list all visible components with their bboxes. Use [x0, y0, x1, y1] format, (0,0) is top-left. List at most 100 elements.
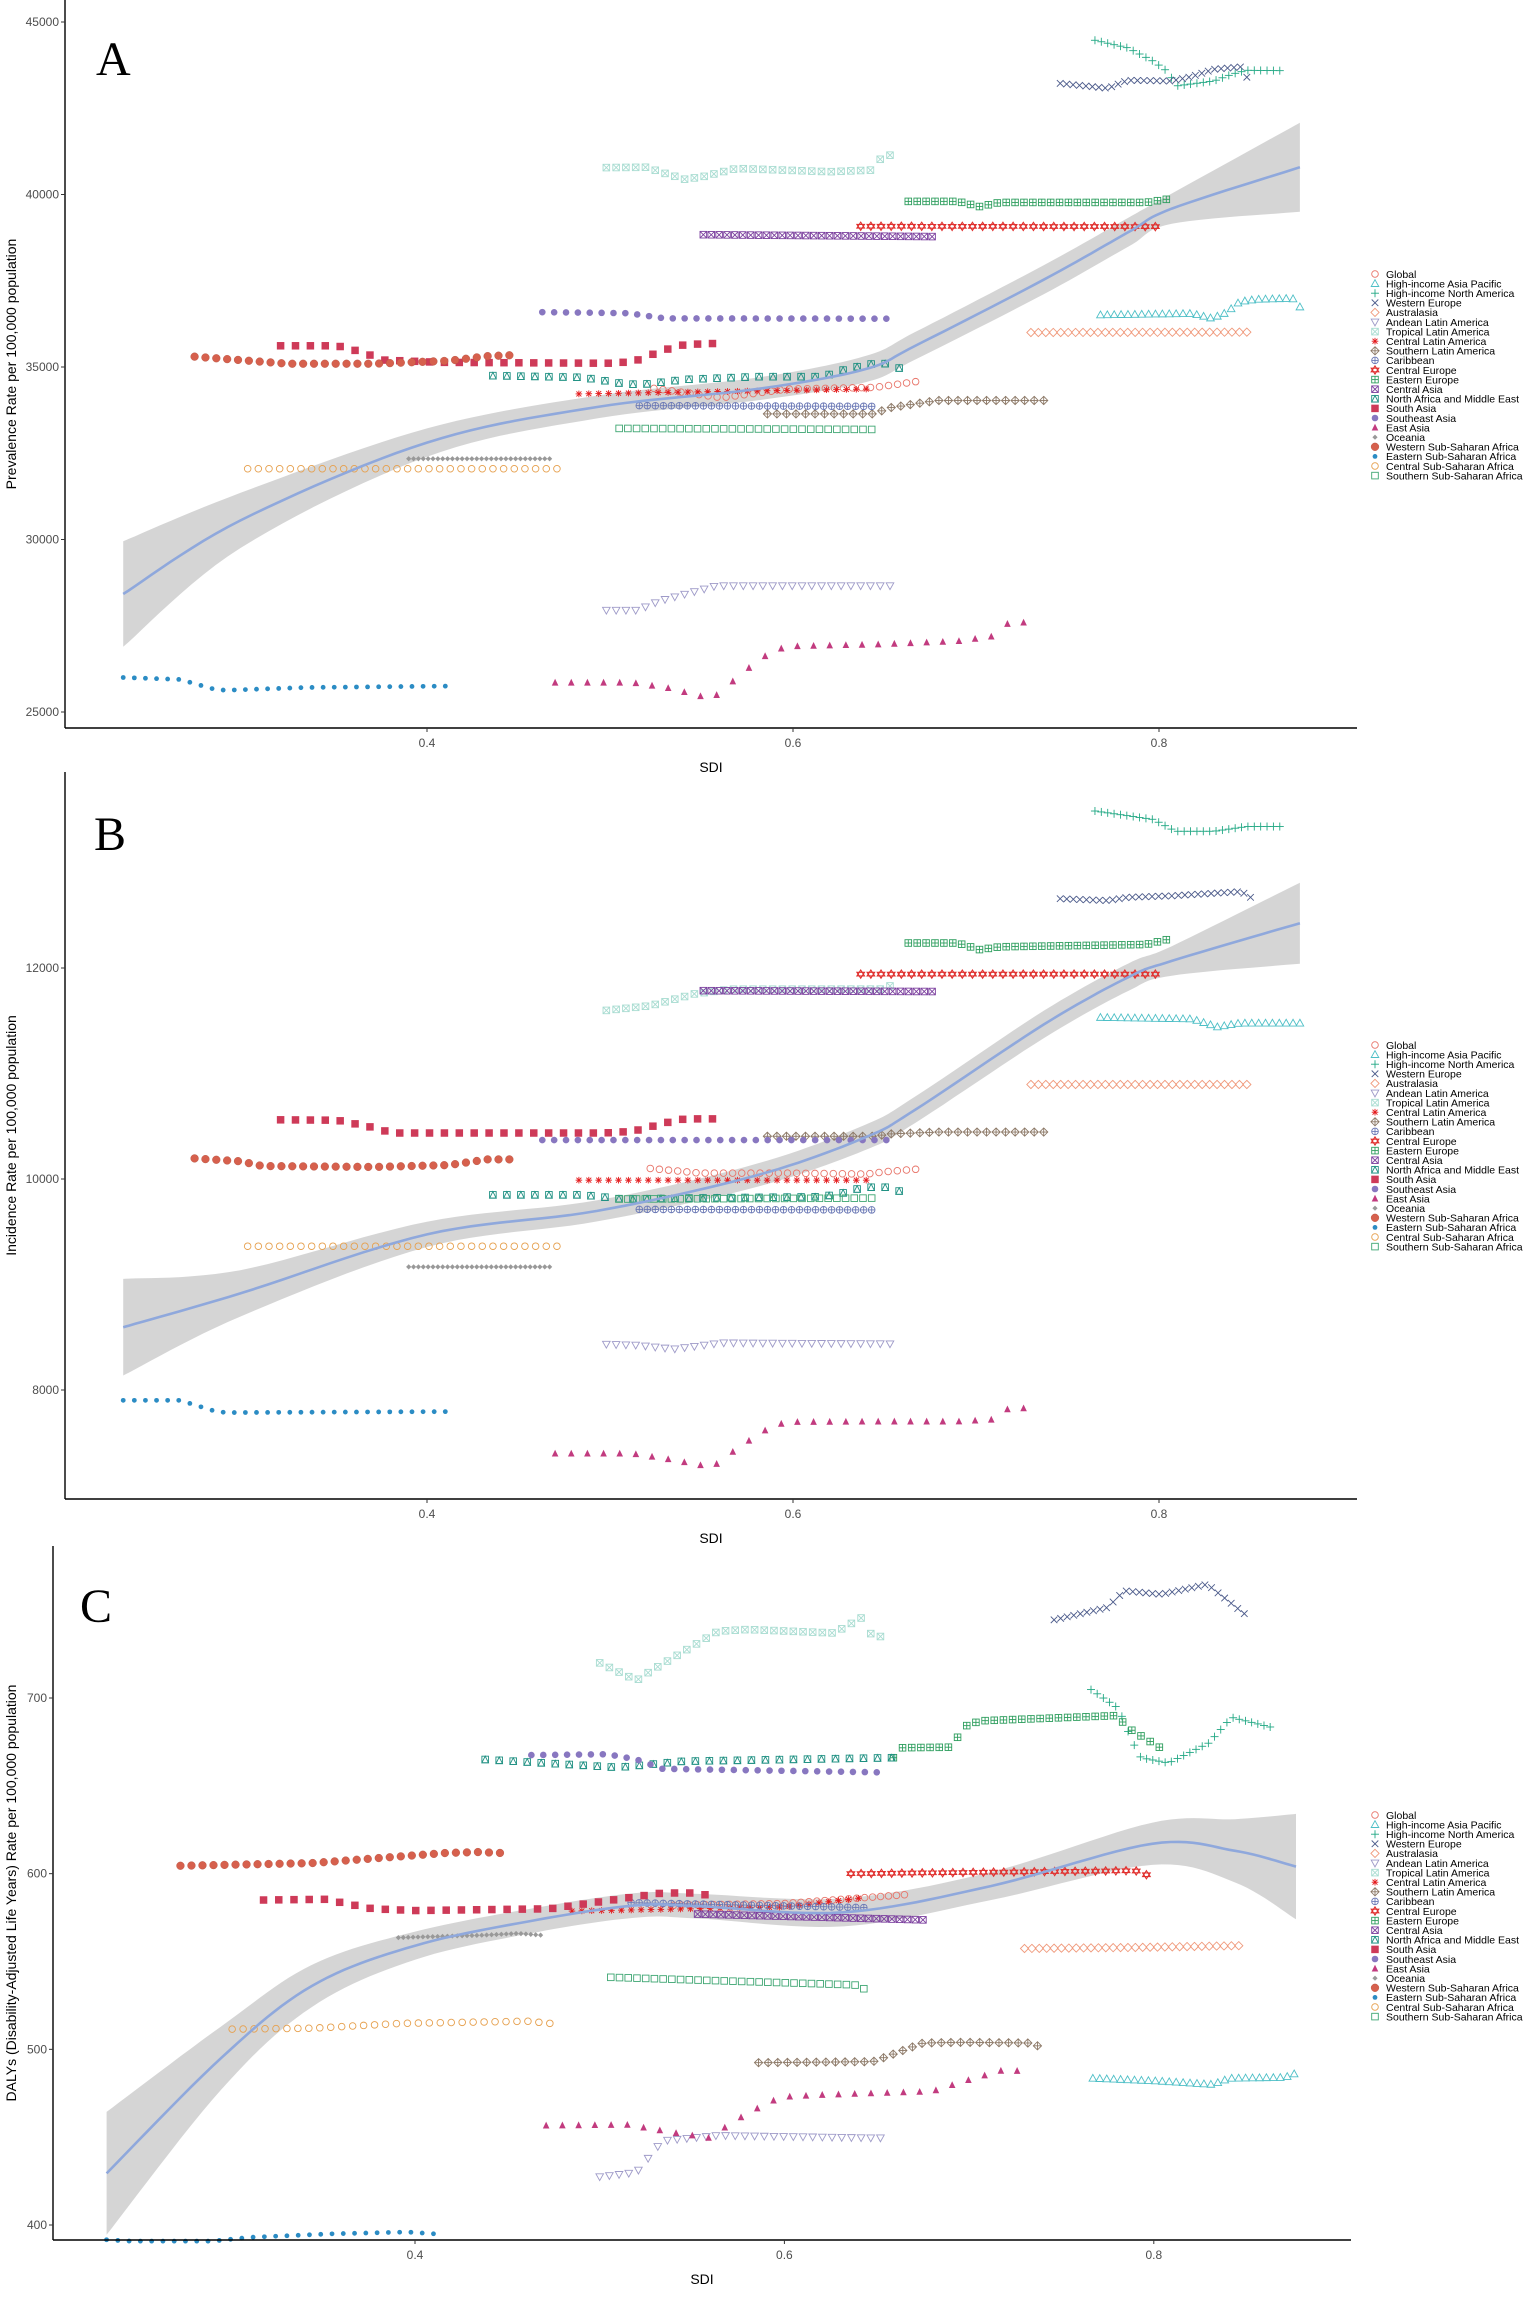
data-point [888, 1915, 896, 1923]
data-point [1099, 221, 1110, 232]
data-point [430, 1264, 436, 1270]
data-point [1254, 1018, 1264, 1027]
data-point [420, 1934, 426, 1940]
data-point [1212, 76, 1221, 85]
data-point [335, 1898, 344, 1907]
data-point [1148, 892, 1156, 901]
data-point [176, 1397, 182, 1403]
legend-item: Southern Sub-Saharan Africa [1371, 1241, 1523, 1253]
data-point [855, 221, 866, 232]
data-point [1122, 894, 1130, 902]
data-point [755, 1205, 764, 1214]
data-point [859, 1206, 868, 1214]
legend-key-icon [1371, 385, 1379, 393]
data-point [702, 1194, 710, 1203]
legend-key-icon [1371, 1811, 1379, 1819]
data-point [770, 231, 779, 240]
data-point [825, 987, 834, 995]
legend-item: Andean Latin America [1370, 317, 1489, 329]
data-point [351, 1120, 359, 1128]
data-point [1130, 327, 1140, 338]
data-point [957, 221, 968, 232]
series-south-asia [276, 1115, 717, 1137]
data-point [1267, 1018, 1277, 1027]
legend-label: Southern Sub-Saharan Africa [1386, 470, 1523, 482]
data-point [337, 2022, 346, 2031]
data-point [625, 389, 632, 397]
data-point [659, 1765, 666, 1773]
data-point [542, 2121, 550, 2129]
series-western-sub-saharan-africa [190, 351, 514, 368]
data-point [1070, 327, 1081, 338]
data-point [425, 1264, 431, 1270]
data-point [737, 425, 745, 433]
data-point [649, 350, 657, 359]
data-point [972, 1718, 980, 1727]
data-point [1185, 308, 1195, 317]
data-point [1019, 395, 1030, 406]
data-point [212, 1155, 221, 1164]
data-point [1041, 1079, 1051, 1090]
data-point [728, 315, 736, 322]
data-point [353, 1162, 362, 1171]
data-point [772, 425, 780, 433]
data-point [700, 172, 708, 181]
data-point [683, 1645, 691, 1654]
data-point [707, 986, 715, 995]
data-point [1070, 1866, 1080, 1877]
data-point [762, 987, 771, 995]
data-point [800, 409, 811, 419]
data-point [840, 2057, 850, 2067]
data-point [917, 2038, 927, 2049]
data-point [483, 352, 492, 361]
data-point [1224, 71, 1233, 80]
data-point [1069, 221, 1079, 232]
data-point [819, 409, 830, 419]
data-point [535, 2018, 543, 2027]
data-point [776, 315, 783, 322]
legend-label: Southeast Asia [1386, 1954, 1456, 1966]
data-point [924, 396, 935, 407]
data-point [1153, 938, 1162, 946]
data-point [781, 409, 792, 419]
data-point [190, 1154, 199, 1163]
data-point [692, 1640, 701, 1648]
data-point [816, 1980, 824, 1988]
data-point [242, 1410, 248, 1415]
legend-label: Central Sub-Saharan Africa [1386, 1232, 1514, 1244]
confidence-band [106, 1813, 1297, 2235]
data-point [699, 1341, 709, 1350]
data-point [1064, 198, 1073, 207]
data-point [599, 1750, 607, 1758]
data-point [661, 169, 669, 178]
data-point [1046, 942, 1055, 950]
legend-key-icon [1371, 1233, 1379, 1241]
data-point [622, 163, 630, 172]
series-caribbean [635, 401, 876, 411]
legend-label: Central Asia [1386, 384, 1443, 396]
data-point [799, 1627, 807, 1636]
data-point [515, 1129, 523, 1137]
data-point [1020, 618, 1027, 626]
data-point [446, 465, 455, 473]
data-point [967, 221, 978, 232]
data-point [841, 1194, 850, 1202]
data-point [900, 1890, 909, 1899]
legend-item: Central Asia [1371, 1925, 1443, 1937]
data-point [835, 315, 843, 322]
data-point [493, 456, 499, 462]
data-point [793, 386, 801, 394]
data-point [539, 1751, 547, 1759]
data-point [884, 381, 893, 390]
data-point [648, 681, 656, 689]
data-point [853, 1184, 862, 1193]
data-point [1234, 1079, 1245, 1090]
legend-label: Central Latin America [1386, 1877, 1487, 1889]
data-point [1178, 308, 1188, 318]
data-point [1093, 1079, 1103, 1090]
data-point [684, 388, 692, 396]
data-point [937, 221, 947, 232]
legend-key-icon [1370, 1049, 1380, 1058]
data-point [352, 2230, 357, 2236]
data-point [396, 1162, 405, 1171]
